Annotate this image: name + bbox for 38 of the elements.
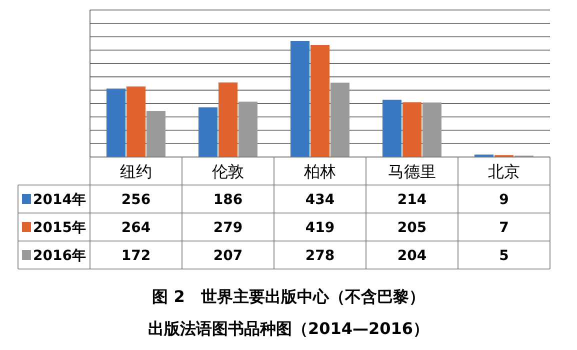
text: 图 2 世界主要出版中心（不含巴黎） bbox=[152, 287, 425, 306]
data-label: 172 bbox=[121, 248, 151, 264]
bar bbox=[218, 82, 238, 157]
bar bbox=[382, 100, 402, 157]
bar bbox=[422, 102, 442, 157]
x-tick-label: 柏林 bbox=[303, 162, 336, 181]
data-label: 264 bbox=[121, 220, 151, 236]
legend-label: 2015年 bbox=[33, 220, 86, 236]
bar bbox=[146, 111, 166, 157]
data-label: 278 bbox=[305, 248, 335, 264]
bar bbox=[402, 102, 422, 157]
x-tick-label: 纽约 bbox=[120, 162, 152, 181]
data-label: 9 bbox=[499, 192, 509, 208]
data-label: 205 bbox=[397, 220, 427, 236]
legend-label: 2016年 bbox=[33, 248, 86, 264]
x-tick-label: 伦敦 bbox=[212, 162, 244, 181]
data-table: 纽约 伦敦 柏林 马德里 北京 2014年 256 186 434 214 9 2015年 264 279 419 205 7 2016年 172 207 278 204 5 bbox=[18, 156, 550, 270]
data-label: 279 bbox=[213, 220, 243, 236]
x-tick-label: 北京 bbox=[488, 162, 520, 181]
text: 出版法语图书品种图（2014—2016） bbox=[148, 319, 430, 338]
legend-label: 2014年 bbox=[33, 192, 86, 208]
data-label: 434 bbox=[305, 192, 335, 208]
data-label: 7 bbox=[499, 220, 509, 236]
x-tick-label: 马德里 bbox=[388, 162, 436, 181]
bar bbox=[126, 86, 146, 157]
data-label: 419 bbox=[305, 220, 335, 236]
data-label: 207 bbox=[213, 248, 243, 264]
bar bbox=[106, 88, 126, 157]
bar bbox=[238, 102, 258, 157]
data-label: 214 bbox=[397, 192, 427, 208]
bar bbox=[198, 107, 218, 157]
data-label: 186 bbox=[213, 192, 243, 208]
data-label: 256 bbox=[121, 192, 151, 208]
bar bbox=[290, 41, 310, 157]
bar bbox=[310, 45, 330, 157]
bar bbox=[330, 82, 350, 157]
data-label: 204 bbox=[397, 248, 427, 264]
data-label: 5 bbox=[499, 248, 509, 264]
